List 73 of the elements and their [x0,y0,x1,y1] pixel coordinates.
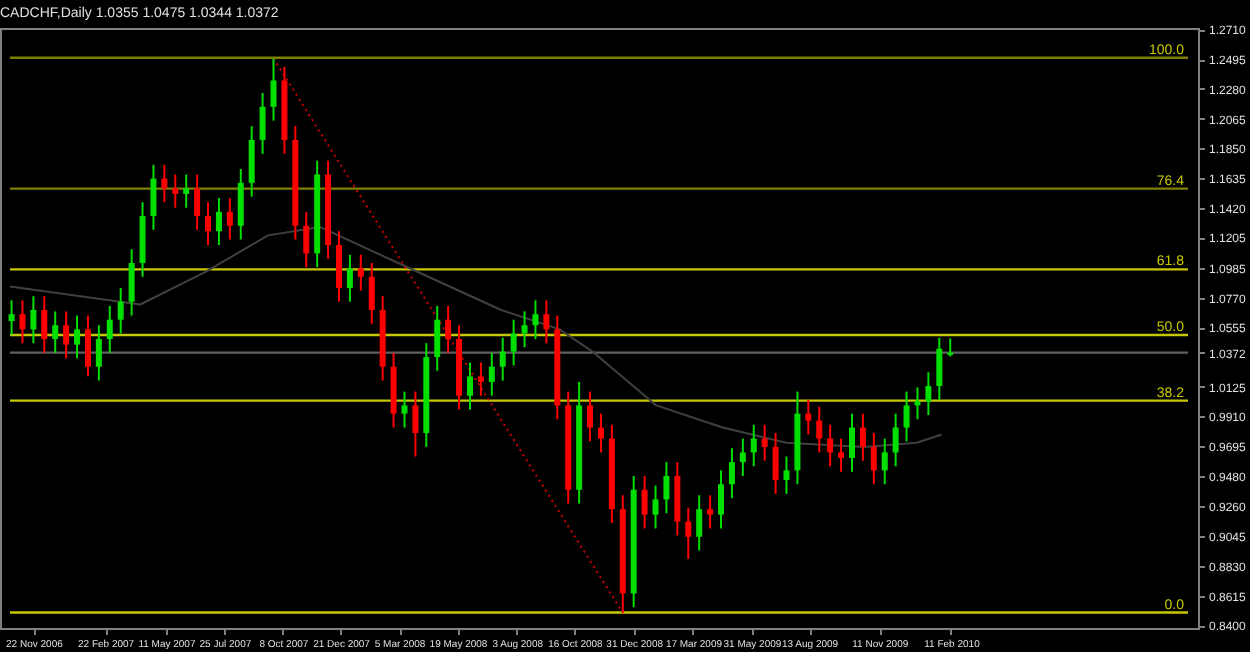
candlestick [510,318,517,367]
candlestick [357,253,364,292]
candlestick [488,351,495,397]
candlestick [816,405,823,454]
candlestick [587,390,594,443]
candlestick [466,361,473,411]
candlestick [597,412,604,454]
candlestick [128,248,135,317]
candlestick [8,299,15,336]
candlestick [859,412,866,462]
candlestick [30,295,37,345]
line-series [9,226,943,448]
candlestick [172,173,179,209]
candlestick [936,336,943,401]
candlestick [838,437,845,473]
candlestick [892,412,899,468]
candlestick [237,168,244,241]
candlestick [903,390,910,443]
candlestick [696,494,703,552]
candlestick [259,91,266,155]
candlestick [848,412,855,473]
candlestick [336,230,342,303]
candlestick [663,461,670,515]
candlestick [434,304,441,372]
candlestick [532,299,539,341]
candlestick [303,210,310,269]
candlestick [194,173,201,231]
candlestick [95,324,102,382]
candlestick [728,447,735,500]
candlestick [739,437,746,477]
candlestick [499,336,506,382]
candlestick [226,197,233,241]
candlestick [106,304,113,354]
candlestick [74,314,81,360]
candlestick [925,371,932,417]
candlestick [205,201,212,247]
candlestick [117,286,124,335]
candlestick [674,461,681,537]
candlestick [215,197,222,247]
candlestick [761,423,768,462]
candlestick [183,173,190,209]
candlestick [870,432,877,486]
candlestick [390,351,397,429]
candlestick [881,437,888,486]
candlestick [248,125,255,198]
candlestick [270,57,277,122]
candlestick [368,262,375,325]
candlestick [521,310,528,349]
candlestick [827,423,834,468]
candlestick [63,310,70,360]
candlestick [19,299,26,345]
candlestick [805,398,812,436]
candlestick [914,386,921,421]
candlestick [750,423,757,468]
candlestick [718,469,725,530]
candlestick [139,201,146,278]
candlestick [641,474,648,530]
candlestick [84,314,91,378]
candlestick [685,506,692,560]
candlestick [401,390,408,429]
candlestick [652,484,659,530]
candlestick [346,253,353,303]
candlestick [445,304,452,354]
candlestick [477,361,484,397]
candlestick [150,163,157,231]
candlestick [161,163,168,204]
candlestick [707,494,714,530]
candlestick [52,310,59,354]
candlestick [41,295,48,354]
candlestick [412,390,419,458]
candlestick [783,455,790,495]
candlestick [543,299,550,345]
candlestick [772,432,779,495]
